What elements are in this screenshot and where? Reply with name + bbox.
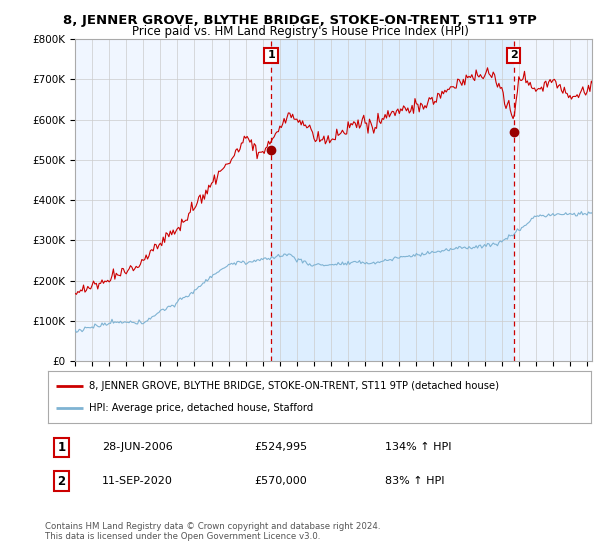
Text: £524,995: £524,995: [254, 442, 307, 452]
Text: 11-SEP-2020: 11-SEP-2020: [103, 476, 173, 486]
Text: 1: 1: [267, 50, 275, 60]
Text: 1: 1: [58, 441, 65, 454]
Text: Contains HM Land Registry data © Crown copyright and database right 2024.
This d: Contains HM Land Registry data © Crown c…: [45, 522, 380, 542]
Text: Price paid vs. HM Land Registry's House Price Index (HPI): Price paid vs. HM Land Registry's House …: [131, 25, 469, 38]
Text: HPI: Average price, detached house, Stafford: HPI: Average price, detached house, Staf…: [89, 403, 313, 413]
Text: 2: 2: [58, 474, 65, 488]
Text: 134% ↑ HPI: 134% ↑ HPI: [385, 442, 451, 452]
Bar: [271, 39, 514, 361]
Text: 83% ↑ HPI: 83% ↑ HPI: [385, 476, 444, 486]
Text: £570,000: £570,000: [254, 476, 307, 486]
Text: 2: 2: [510, 50, 518, 60]
Text: 8, JENNER GROVE, BLYTHE BRIDGE, STOKE-ON-TRENT, ST11 9TP: 8, JENNER GROVE, BLYTHE BRIDGE, STOKE-ON…: [63, 14, 537, 27]
Text: 28-JUN-2006: 28-JUN-2006: [103, 442, 173, 452]
Text: 8, JENNER GROVE, BLYTHE BRIDGE, STOKE-ON-TRENT, ST11 9TP (detached house): 8, JENNER GROVE, BLYTHE BRIDGE, STOKE-ON…: [89, 381, 499, 391]
